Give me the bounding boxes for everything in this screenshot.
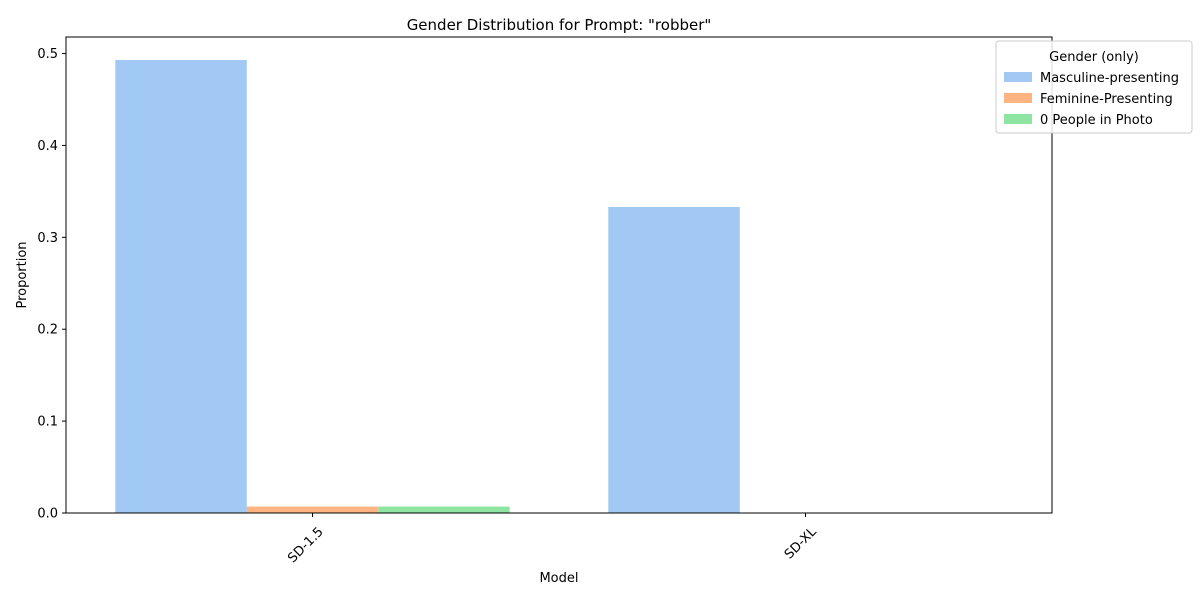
bar-feminine-presenting-sd-1-5 [246, 506, 379, 513]
x-axis: SD-1.5 SD-XL [285, 513, 820, 566]
legend-swatch [1004, 93, 1032, 103]
bar-masculine-presenting-sd-1-5 [115, 59, 247, 514]
y-tick-label: 0.1 [37, 415, 58, 430]
x-axis-label: Model [539, 571, 578, 586]
bar-masculine-presenting-sd-xl [608, 207, 740, 513]
y-axis: 0.0 0.1 0.2 0.3 0.4 0.5 [37, 47, 66, 522]
x-tick-label: SD-XL [782, 524, 820, 562]
legend: Gender (only) Masculine-presenting Feminin… [995, 40, 1193, 134]
plot-area [65, 36, 1053, 514]
legend-title: Gender (only) [1049, 50, 1139, 65]
plot-frame [65, 36, 1053, 514]
legend-entry: Masculine-presenting [1040, 71, 1179, 86]
legend-box [995, 40, 1193, 134]
legend-swatch [1004, 72, 1032, 82]
legend-entry: Feminine-Presenting [1040, 92, 1173, 107]
y-axis-label: Proportion [15, 241, 30, 308]
y-tick-label: 0.3 [37, 231, 58, 246]
y-tick-label: 0.0 [37, 507, 58, 522]
y-tick-label: 0.2 [37, 323, 58, 338]
bar-0-people-in-photo-sd-1-5 [378, 506, 510, 513]
y-tick-label: 0.5 [37, 47, 58, 62]
chart-title: Gender Distribution for Prompt: "robber" [407, 16, 712, 34]
y-tick-label: 0.4 [37, 139, 58, 154]
legend-entry: 0 People in Photo [1040, 113, 1153, 128]
x-tick-label: SD-1.5 [285, 525, 326, 566]
legend-swatch [1004, 114, 1032, 124]
